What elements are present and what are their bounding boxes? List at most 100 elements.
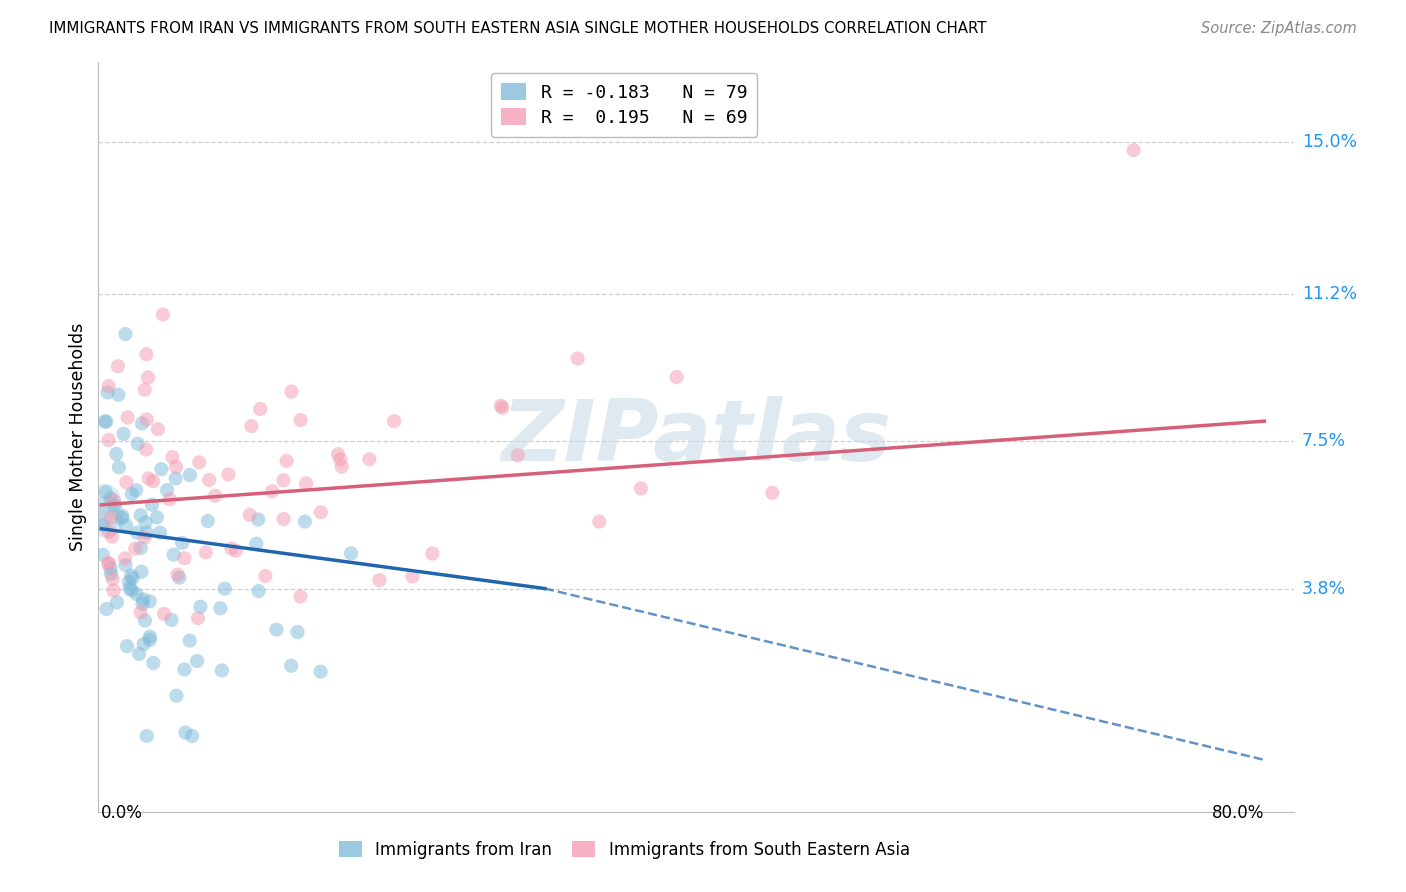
- Point: [290, 590, 312, 604]
- Text: 0.0%: 0.0%: [101, 804, 143, 822]
- Point: [309, 505, 332, 519]
- Point: [129, 508, 152, 523]
- Point: [91, 548, 114, 562]
- Point: [125, 587, 148, 601]
- Point: [134, 516, 156, 530]
- Point: [107, 388, 129, 402]
- Point: [172, 536, 194, 550]
- Point: [162, 450, 184, 464]
- Point: [94, 414, 117, 428]
- Point: [239, 508, 262, 522]
- Point: [93, 493, 115, 508]
- Point: [340, 546, 363, 560]
- Point: [194, 545, 217, 559]
- Point: [665, 370, 688, 384]
- Point: [221, 541, 243, 556]
- Point: [165, 471, 187, 485]
- Point: [295, 476, 318, 491]
- Point: [326, 447, 349, 461]
- Point: [118, 574, 141, 589]
- Point: [97, 557, 120, 571]
- Point: [100, 566, 122, 581]
- Point: [127, 525, 149, 540]
- Point: [120, 568, 142, 582]
- Point: [146, 510, 169, 524]
- Point: [118, 582, 141, 596]
- Point: [149, 525, 172, 540]
- Point: [262, 484, 284, 499]
- Point: [101, 530, 124, 544]
- Point: [125, 483, 148, 498]
- Text: 3.8%: 3.8%: [1302, 580, 1346, 598]
- Point: [115, 518, 138, 533]
- Point: [115, 475, 138, 490]
- Point: [114, 558, 136, 572]
- Point: [197, 514, 219, 528]
- Point: [139, 630, 162, 644]
- Point: [245, 537, 267, 551]
- Point: [135, 729, 157, 743]
- Point: [134, 614, 156, 628]
- Point: [1122, 143, 1144, 157]
- Point: [112, 426, 135, 441]
- Point: [142, 474, 165, 488]
- Point: [91, 518, 114, 533]
- Point: [100, 561, 122, 575]
- Point: [280, 384, 302, 399]
- Point: [129, 541, 152, 555]
- Point: [190, 599, 212, 614]
- Point: [506, 448, 529, 462]
- Text: 11.2%: 11.2%: [1302, 285, 1357, 302]
- Point: [121, 571, 143, 585]
- Point: [181, 729, 204, 743]
- Point: [111, 509, 134, 524]
- Point: [94, 485, 117, 500]
- Point: [121, 487, 143, 501]
- Point: [173, 551, 195, 566]
- Point: [491, 401, 513, 415]
- Point: [135, 347, 157, 361]
- Point: [188, 455, 211, 469]
- Point: [368, 573, 391, 587]
- Point: [127, 436, 149, 450]
- Point: [160, 613, 183, 627]
- Text: Source: ZipAtlas.com: Source: ZipAtlas.com: [1201, 21, 1357, 36]
- Point: [132, 592, 155, 607]
- Point: [96, 602, 118, 616]
- Point: [117, 410, 139, 425]
- Point: [240, 419, 263, 434]
- Point: [124, 541, 146, 556]
- Point: [135, 412, 157, 426]
- Point: [96, 415, 118, 429]
- Point: [136, 370, 159, 384]
- Point: [761, 486, 783, 500]
- Point: [247, 584, 270, 599]
- Point: [489, 399, 512, 413]
- Text: 80.0%: 80.0%: [1212, 804, 1264, 822]
- Point: [254, 569, 277, 583]
- Point: [165, 459, 187, 474]
- Point: [211, 664, 233, 678]
- Point: [287, 625, 309, 640]
- Point: [150, 462, 173, 476]
- Point: [97, 556, 120, 570]
- Point: [166, 567, 188, 582]
- Point: [163, 548, 186, 562]
- Point: [173, 662, 195, 676]
- Point: [204, 489, 226, 503]
- Point: [134, 383, 156, 397]
- Point: [134, 531, 156, 545]
- Point: [100, 510, 122, 524]
- Point: [567, 351, 589, 366]
- Point: [273, 512, 295, 526]
- Point: [129, 606, 152, 620]
- Point: [97, 433, 120, 447]
- Text: 7.5%: 7.5%: [1302, 432, 1346, 450]
- Point: [132, 637, 155, 651]
- Point: [107, 359, 129, 374]
- Legend: Immigrants from Iran, Immigrants from South Eastern Asia: Immigrants from Iran, Immigrants from So…: [330, 832, 918, 867]
- Point: [96, 506, 118, 520]
- Point: [276, 454, 298, 468]
- Point: [266, 623, 288, 637]
- Point: [329, 452, 352, 467]
